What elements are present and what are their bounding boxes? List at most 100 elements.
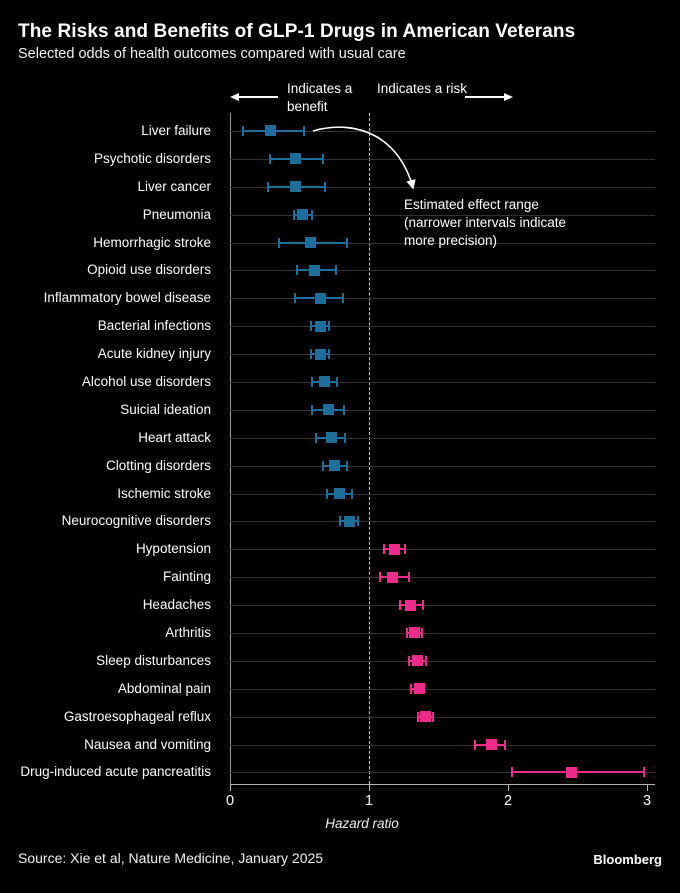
ci-cap xyxy=(302,125,305,136)
ci-cap xyxy=(504,739,507,750)
row-label: Neurocognitive disorders xyxy=(61,513,211,529)
row-track xyxy=(230,340,655,368)
chart-row: Pneumonia xyxy=(0,201,680,229)
ci-cap xyxy=(341,293,344,304)
chart-row: Clotting disorders xyxy=(0,452,680,480)
row-label: Headaches xyxy=(142,596,211,612)
row-gridline xyxy=(230,270,655,272)
row-track xyxy=(230,229,655,257)
chart-row: Nausea and vomiting xyxy=(0,731,680,759)
row-track xyxy=(230,619,655,647)
x-tick xyxy=(230,785,231,791)
point-marker xyxy=(325,432,337,444)
row-track xyxy=(230,647,655,675)
point-marker xyxy=(485,739,497,751)
point-marker xyxy=(566,766,578,778)
ci-cap xyxy=(511,767,514,778)
chart-row: Acute kidney injury xyxy=(0,340,680,368)
ci-cap xyxy=(342,404,345,415)
ci-cap xyxy=(398,600,401,611)
row-label: Nausea and vomiting xyxy=(84,736,211,752)
x-tick-label: 0 xyxy=(225,793,235,809)
row-gridline xyxy=(230,521,655,523)
bloomberg-logo: Bloomberg xyxy=(593,852,662,867)
chart-row: Drug-induced acute pancreatitis xyxy=(0,758,680,786)
x-tick xyxy=(508,785,509,791)
y-axis-line xyxy=(230,113,231,784)
row-track xyxy=(230,424,655,452)
ci-bar xyxy=(512,771,645,774)
point-marker xyxy=(328,460,340,472)
chart-row: Liver failure xyxy=(0,117,680,145)
row-gridline xyxy=(230,437,655,439)
point-marker xyxy=(314,348,326,360)
chart-row: Opioid use disorders xyxy=(0,256,680,284)
row-label: Arthritis xyxy=(165,624,211,640)
chart-row: Hemorrhagic stroke xyxy=(0,229,680,257)
row-label: Hypotension xyxy=(135,541,211,557)
chart-row: Fainting xyxy=(0,563,680,591)
point-marker xyxy=(305,237,317,248)
ci-cap xyxy=(383,544,386,555)
x-tick xyxy=(647,785,648,791)
point-marker xyxy=(296,209,308,221)
row-label: Alcohol use disorders xyxy=(81,373,211,389)
row-gridline xyxy=(230,605,655,607)
row-gridline xyxy=(230,716,655,718)
ci-cap xyxy=(336,376,339,387)
ci-cap xyxy=(409,683,412,694)
ci-cap xyxy=(241,125,244,136)
row-gridline xyxy=(230,214,655,216)
row-gridline xyxy=(230,577,655,579)
x-tick-label: 3 xyxy=(642,793,652,809)
row-track xyxy=(230,703,655,731)
row-gridline xyxy=(230,298,655,300)
ci-cap xyxy=(351,488,354,499)
row-track xyxy=(230,758,655,786)
row-track xyxy=(230,256,655,284)
ci-cap xyxy=(420,627,423,638)
ci-cap xyxy=(311,404,313,415)
ci-cap xyxy=(408,655,411,666)
chart-row: Sleep disturbances xyxy=(0,647,680,675)
row-track xyxy=(230,173,655,201)
row-label: Liver cancer xyxy=(137,178,211,194)
point-marker xyxy=(319,376,331,388)
ci-cap xyxy=(422,600,425,611)
ci-cap xyxy=(327,349,330,360)
benefit-arrow-icon xyxy=(230,93,239,101)
point-marker xyxy=(344,515,356,527)
chart-row: Abdominal pain xyxy=(0,675,680,703)
chart-row: Gastroesophageal reflux xyxy=(0,703,680,731)
ci-cap xyxy=(309,349,312,360)
row-label: Clotting disorders xyxy=(105,457,211,473)
ci-cap xyxy=(344,432,347,443)
row-label: Gastroesophageal reflux xyxy=(63,708,211,724)
row-track xyxy=(230,480,655,508)
row-track xyxy=(230,284,655,312)
ci-cap xyxy=(326,488,329,499)
row-gridline xyxy=(230,744,655,746)
ci-cap xyxy=(327,321,330,332)
ci-cap xyxy=(345,237,348,248)
row-track xyxy=(230,507,655,535)
row-label: Heart attack xyxy=(138,429,211,445)
ci-cap xyxy=(345,460,348,471)
benefit-arrow-shaft xyxy=(238,96,278,98)
row-track xyxy=(230,117,655,145)
ci-cap xyxy=(379,572,382,583)
chart-row: Inflammatory bowel disease xyxy=(0,284,680,312)
effect-range-arrow-icon xyxy=(312,126,416,190)
row-gridline xyxy=(230,688,655,690)
effect-range-note: Estimated effect range (narrower interva… xyxy=(404,196,614,250)
x-axis-line xyxy=(230,784,655,785)
ci-cap xyxy=(277,237,280,248)
chart-subtitle: Selected odds of health outcomes compare… xyxy=(18,46,406,62)
benefit-direction-label: Indicates a benefit xyxy=(287,81,353,114)
point-marker xyxy=(387,571,399,583)
row-track xyxy=(230,731,655,759)
point-marker xyxy=(405,599,417,611)
row-track xyxy=(230,452,655,480)
row-label: Acute kidney injury xyxy=(97,345,211,361)
